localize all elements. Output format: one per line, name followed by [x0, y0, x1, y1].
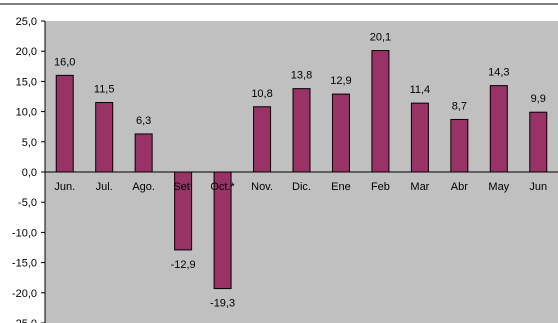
- x-tick-label: Ene: [331, 181, 351, 193]
- x-tick-label: Jul.: [96, 181, 113, 193]
- data-label: -12,9: [171, 259, 196, 271]
- bar: [292, 88, 311, 173]
- x-tick-label: Abr: [451, 181, 468, 193]
- bar: [371, 50, 390, 173]
- data-label: 20,1: [370, 32, 391, 44]
- data-label: -19,3: [210, 298, 235, 310]
- bar: [529, 111, 548, 173]
- x-tick-label: Jun: [529, 181, 547, 193]
- data-label: 9,9: [531, 93, 546, 105]
- y-tick-label: -20,0: [12, 288, 37, 300]
- bar: [331, 93, 350, 173]
- x-tick-label: Nov.: [251, 181, 273, 193]
- data-label: 6,3: [136, 115, 151, 127]
- y-tick-label: -25,0: [12, 318, 37, 323]
- data-label: 16,0: [54, 56, 75, 68]
- x-tick-label: Set.: [173, 181, 193, 193]
- x-tick-label: Jun.: [54, 181, 75, 193]
- y-tick-label: -10,0: [12, 227, 37, 239]
- data-labels: 16,0 11,5 6,3 -12,9 -19,3 10,8 13,8 12,9 20,1 11,…: [54, 32, 546, 310]
- y-tick-label: 0,0: [22, 167, 37, 179]
- x-tick-label: Ago.: [132, 181, 155, 193]
- y-tick-label: 10,0: [16, 107, 37, 119]
- y-tick-label: 20,0: [16, 46, 37, 58]
- data-label: 13,8: [291, 70, 312, 82]
- data-label: 12,9: [330, 75, 351, 87]
- bar: [95, 102, 114, 173]
- x-tick-label: Mar: [410, 181, 429, 193]
- x-tick-label: Dic.: [292, 181, 311, 193]
- data-label: 8,7: [452, 100, 467, 112]
- x-axis-labels: Jun. Jul. Ago. Set. Oct.* Nov. Dic. Ene Feb Mar Ab…: [54, 181, 547, 193]
- bar: [450, 118, 469, 173]
- y-tick-label: -15,0: [12, 258, 37, 270]
- x-tick-label: Feb: [371, 181, 390, 193]
- data-label: 11,4: [410, 84, 431, 96]
- data-label: 11,5: [94, 84, 115, 96]
- y-axis-ticks: [41, 20, 45, 323]
- data-label: 14,3: [488, 67, 509, 79]
- bar: [410, 102, 429, 173]
- y-axis-labels: 25,0 20,0 15,0 10,0 5,0 0,0 -5,0 -10,0 -15,0 -20,…: [12, 16, 37, 323]
- bar: [489, 85, 508, 173]
- x-tick-label: Oct.*: [210, 181, 235, 193]
- bar: [253, 106, 272, 173]
- y-tick-label: 5,0: [22, 137, 37, 149]
- data-label: 10,8: [251, 88, 272, 100]
- x-tick-label: May: [488, 181, 509, 193]
- bar: [134, 133, 153, 173]
- y-tick-label: 15,0: [16, 76, 37, 88]
- y-tick-label: -5,0: [18, 197, 37, 209]
- bar: [55, 74, 74, 173]
- y-tick-label: 25,0: [16, 16, 37, 28]
